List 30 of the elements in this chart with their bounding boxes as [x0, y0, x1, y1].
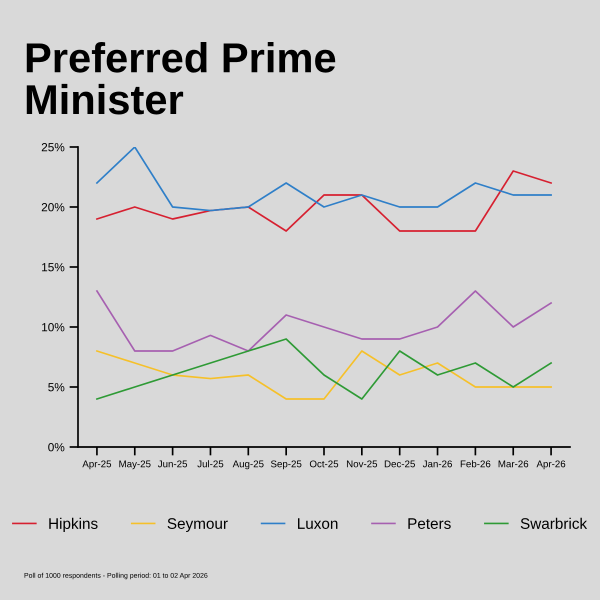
x-tick-label: Feb-26 — [460, 460, 490, 468]
x-tick-label: Apr-26 — [536, 460, 566, 470]
chart-title: Preferred Prime Minister — [26, 42, 336, 114]
x-tick-label: Nov-25 — [346, 460, 378, 468]
y-tick-label: 5% — [48, 383, 64, 392]
x-tick-label: Mar-26 — [498, 460, 528, 468]
y-tick-label: 25% — [42, 143, 64, 152]
y-tick-label: 15% — [42, 263, 64, 272]
x-tick-label: Dec-25 — [384, 460, 415, 468]
legend-label: Peters — [408, 518, 451, 529]
line-series — [96, 170, 552, 232]
x-tick-label: Aug-25 — [232, 460, 264, 470]
legend-label: Luxon — [298, 518, 338, 529]
x-tick-label: Oct-25 — [310, 460, 338, 468]
x-tick-label: Apr-25 — [82, 460, 112, 470]
x-tick-label: Jun-25 — [158, 460, 188, 468]
x-tick-label: Jul-25 — [197, 460, 224, 468]
line-series — [96, 350, 552, 400]
y-tick-label: 20% — [42, 203, 64, 212]
legend-label: Seymour — [168, 518, 228, 532]
line-series — [96, 338, 552, 400]
legend-label: Hipkins — [49, 518, 98, 532]
y-tick-label: 0% — [48, 443, 64, 452]
x-tick-label: Sep-25 — [270, 460, 302, 470]
legend-label: Swarbrick — [520, 518, 588, 529]
x-tick-label: May-25 — [119, 460, 151, 470]
line-series — [96, 290, 552, 352]
line-series — [96, 147, 552, 212]
x-tick-label: Jan-26 — [422, 460, 452, 468]
y-tick-label: 10% — [42, 323, 64, 332]
